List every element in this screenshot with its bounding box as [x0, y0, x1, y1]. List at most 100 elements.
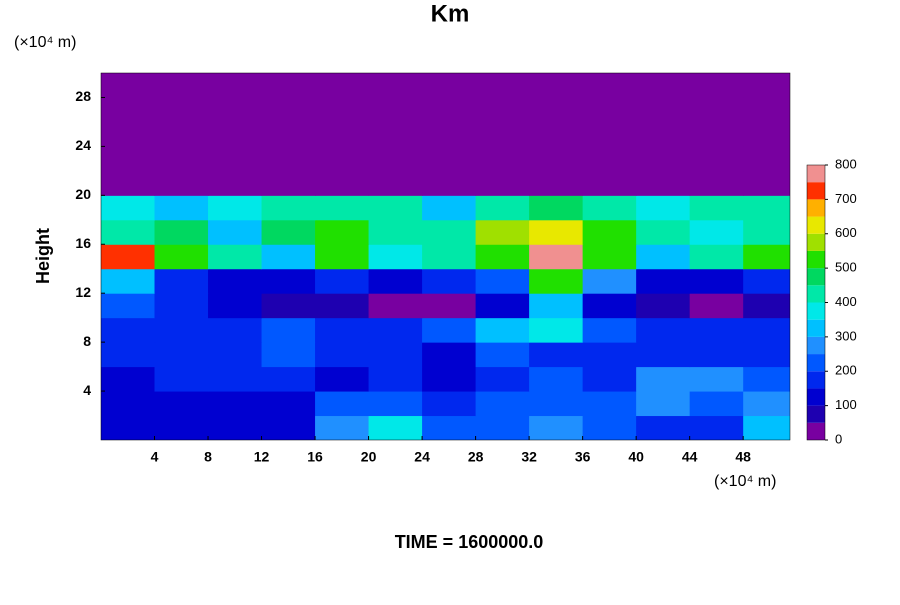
contour-cell: [636, 415, 691, 440]
contour-cell: [529, 317, 584, 343]
contour-cell: [101, 268, 156, 294]
y-tick-label: 4: [83, 382, 91, 398]
contour-cell: [208, 317, 263, 343]
contour-cell: [261, 146, 316, 172]
contour-cell: [208, 73, 263, 98]
contour-cell: [368, 268, 423, 294]
contour-cell: [529, 73, 584, 98]
y-tick-label: 28: [75, 88, 91, 104]
contour-cell: [636, 391, 691, 417]
contour-cell: [582, 317, 637, 343]
contour-cell: [636, 293, 691, 319]
contour-cell: [582, 244, 637, 270]
contour-cell: [475, 415, 530, 440]
contour-cell: [154, 195, 209, 221]
contour-cell: [101, 244, 156, 270]
contour-cell: [743, 97, 790, 123]
colorbar-swatch: [807, 182, 825, 200]
contour-cell: [475, 391, 530, 417]
colorbar-swatch: [807, 250, 825, 269]
contour-cell: [582, 219, 637, 245]
contour-cell: [529, 219, 584, 245]
colorbar-tick-label: 100: [835, 397, 857, 412]
x-tick-label: 48: [735, 449, 751, 465]
contour-cell: [636, 73, 691, 98]
contour-cell: [154, 97, 209, 123]
colorbar-swatch: [807, 405, 825, 423]
contour-cell: [529, 366, 584, 392]
contour-cell: [422, 366, 477, 392]
contour-cell: [101, 342, 156, 368]
contour-cell: [689, 366, 744, 392]
contour-cell: [315, 293, 370, 319]
contour-cell: [743, 342, 790, 368]
contour-cell: [368, 73, 423, 98]
colorbar-tick-label: 700: [835, 191, 857, 206]
plot-frame: [100, 72, 791, 441]
x-tick-label: 40: [628, 449, 644, 465]
contour-cell: [475, 195, 530, 221]
contour-cell: [208, 268, 263, 294]
contour-cell: [208, 244, 263, 270]
contour-cell: [368, 391, 423, 417]
contour-cell: [208, 415, 263, 440]
contour-cell: [582, 342, 637, 368]
contour-cell: [582, 293, 637, 319]
contour-cell: [529, 97, 584, 123]
contour-cell: [529, 391, 584, 417]
contour-cell: [208, 121, 263, 147]
contour-cell: [154, 391, 209, 417]
contour-cell: [475, 219, 530, 245]
contour-cell: [154, 170, 209, 196]
contour-cell: [208, 195, 263, 221]
contour-cell: [101, 317, 156, 343]
contour-cell: [743, 121, 790, 147]
contour-cell: [422, 391, 477, 417]
contour-cell: [475, 170, 530, 196]
contour-cell: [689, 73, 744, 98]
contour-cell: [368, 170, 423, 196]
contour-cell: [101, 146, 156, 172]
contour-cell: [529, 146, 584, 172]
contour-cell: [315, 195, 370, 221]
contour-cell: [529, 342, 584, 368]
contour-cell: [475, 244, 530, 270]
contour-cell: [261, 391, 316, 417]
contour-cell: [689, 219, 744, 245]
contour-cell: [689, 415, 744, 440]
x-tick-label: 8: [204, 449, 212, 465]
contour-cell: [261, 170, 316, 196]
contour-cell: [743, 415, 790, 440]
contour-cell: [689, 317, 744, 343]
contour-cell: [101, 415, 156, 440]
y-tick-label: 24: [75, 137, 91, 153]
contour-cell: [261, 97, 316, 123]
colorbar-tick-label: 500: [835, 260, 857, 275]
contour-cell: [315, 73, 370, 98]
contour-cell: [422, 195, 477, 221]
y-tick-label: 8: [83, 333, 91, 349]
contour-cell: [529, 293, 584, 319]
contour-cell: [529, 170, 584, 196]
contour-cell: [743, 268, 790, 294]
contour-cell: [529, 244, 584, 270]
contour-cell: [101, 195, 156, 221]
contour-cell: [529, 415, 584, 440]
contour-cell: [154, 293, 209, 319]
colorbar-tick-label: 600: [835, 225, 857, 240]
contour-cell: [689, 391, 744, 417]
colorbar-swatch: [807, 285, 825, 303]
contour-cell: [422, 121, 477, 147]
contour-cell: [529, 121, 584, 147]
contour-cell: [582, 121, 637, 147]
contour-cell: [743, 391, 790, 417]
colorbar-swatch: [807, 268, 825, 286]
contour-cell: [636, 121, 691, 147]
contour-cell: [743, 146, 790, 172]
colorbar-tick-label: 800: [835, 156, 857, 171]
x-tick-label: 28: [468, 449, 484, 465]
contour-cell: [475, 97, 530, 123]
contour-cell: [101, 366, 156, 392]
colorbar-swatch: [807, 336, 825, 355]
contour-cell: [689, 146, 744, 172]
